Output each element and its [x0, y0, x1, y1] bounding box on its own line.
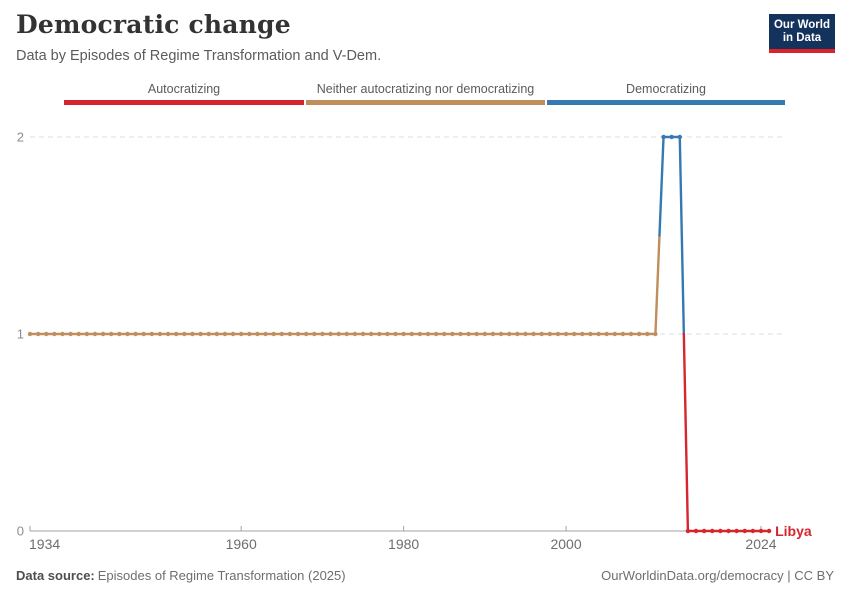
- legend-item-autocratizing: Autocratizing: [64, 82, 304, 105]
- owid-logo-accent-strip: [769, 49, 835, 53]
- legend-label: Democratizing: [626, 82, 706, 96]
- legend-color-bar: [306, 100, 545, 105]
- svg-text:1934: 1934: [29, 536, 60, 552]
- owid-footer-link[interactable]: OurWorldinData.org/democracy | CC BY: [601, 568, 834, 583]
- svg-text:2000: 2000: [550, 536, 581, 552]
- data-source-label: Data source:: [16, 568, 95, 583]
- data-source: Data source: Episodes of Regime Transform…: [16, 568, 346, 583]
- legend: Autocratizing Neither autocratizing nor …: [0, 82, 850, 106]
- svg-text:1: 1: [17, 327, 24, 342]
- page-title: Democratic change: [16, 10, 291, 39]
- legend-item-democratizing: Democratizing: [547, 82, 785, 105]
- chart-footer: Data source: Episodes of Regime Transform…: [16, 568, 834, 583]
- svg-text:0: 0: [17, 524, 24, 539]
- entity-label: Libya: [775, 523, 812, 539]
- legend-label: Neither autocratizing nor democratizing: [316, 82, 535, 96]
- legend-color-bar: [547, 100, 785, 105]
- owid-logo-line2: in Data: [782, 31, 822, 44]
- legend-label: Autocratizing: [147, 82, 221, 96]
- svg-text:1960: 1960: [226, 536, 257, 552]
- legend-color-bar: [64, 100, 304, 105]
- svg-text:2: 2: [17, 130, 24, 145]
- owid-logo-line1: Our World: [773, 18, 830, 31]
- chart-subtitle: Data by Episodes of Regime Transformatio…: [16, 48, 382, 64]
- svg-text:1980: 1980: [388, 536, 419, 552]
- line-chart: 1934 1960 1980 2000 2024 0 1 2 Libya: [17, 130, 812, 553]
- svg-text:2024: 2024: [745, 536, 776, 552]
- data-source-value: Episodes of Regime Transformation (2025): [97, 568, 346, 583]
- legend-item-neither: Neither autocratizing nor democratizing: [306, 82, 545, 105]
- owid-logo[interactable]: Our World in Data: [769, 14, 835, 53]
